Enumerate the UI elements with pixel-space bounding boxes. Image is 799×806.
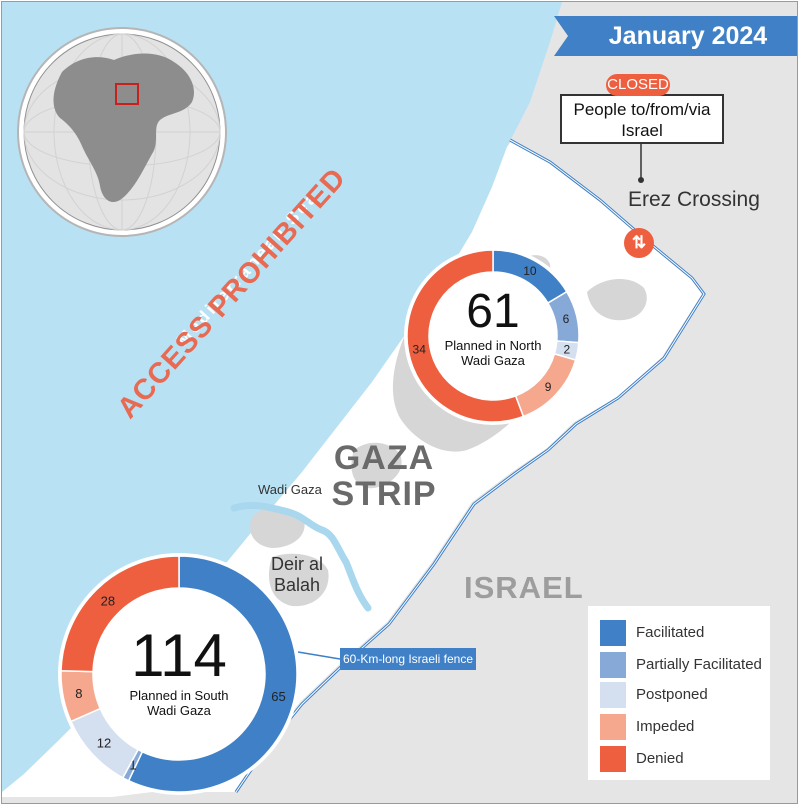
south-donut-value-label: 8 xyxy=(75,686,82,701)
north-planned-label: Planned in North Wadi Gaza xyxy=(444,338,542,368)
south-planned-label: Planned in South Wadi Gaza xyxy=(129,688,229,718)
legend-label: Impeded xyxy=(636,718,695,735)
gaza-strip-label: GAZA STRIP xyxy=(331,439,437,513)
deir-al-balah-label: Deir al Balah xyxy=(270,554,323,595)
date-banner-shape xyxy=(554,16,797,56)
fence-callout-line xyxy=(297,651,341,660)
legend-label: Facilitated xyxy=(636,624,705,641)
closed-status-badge: CLOSED xyxy=(606,74,670,96)
date-label: January 2024 xyxy=(608,22,768,50)
south-donut-value-label: 28 xyxy=(101,593,115,608)
north-donut-chart: 10 6 2 9 34 xyxy=(404,247,582,425)
north-donut-value-label: 10 xyxy=(523,264,537,278)
south-total: 114 xyxy=(131,622,227,689)
south-donut-value-label: 1 xyxy=(129,758,136,773)
legend-label: Postponed xyxy=(636,686,708,703)
globe-continents xyxy=(53,53,194,203)
legend-swatch xyxy=(600,652,626,678)
south-donut-value-label: 65 xyxy=(271,689,285,704)
north-donut-slice-denied xyxy=(406,249,525,423)
north-donut-value-label: 2 xyxy=(563,343,570,357)
south-donut-center: 114 Planned in South Wadi Gaza xyxy=(114,622,244,719)
legend-label: Denied xyxy=(636,750,684,767)
north-donut-value-label: 6 xyxy=(563,312,570,326)
north-donut-value-label: 34 xyxy=(413,343,427,357)
date-banner: January 2024 xyxy=(553,16,789,56)
globe-inset xyxy=(17,27,227,237)
erez-crossing-note: People to/from/via Israel xyxy=(560,94,724,144)
legend-swatch xyxy=(600,620,626,646)
gaza-locator-box xyxy=(115,83,139,105)
legend-swatch xyxy=(600,746,626,772)
crossing-arrows-icon: ⇅ xyxy=(624,228,654,258)
south-donut-slice-facilitated xyxy=(127,555,298,793)
north-donut-background xyxy=(404,247,582,425)
israel-label: ISRAEL xyxy=(464,570,584,605)
erez-crossing-label: Erez Crossing xyxy=(628,188,760,211)
legend: Facilitated Partially Facilitated Postpo… xyxy=(588,606,770,780)
south-donut-chart: 65 1 12 8 28 xyxy=(58,553,300,795)
south-donut-value-label: 12 xyxy=(97,736,111,751)
legend-swatch xyxy=(600,714,626,740)
legend-swatch xyxy=(600,682,626,708)
north-total: 61 xyxy=(466,285,520,338)
north-donut-value-label: 9 xyxy=(545,380,552,394)
south-donut-slice-denied xyxy=(60,555,180,673)
north-donut-center: 61 Planned in North Wadi Gaza xyxy=(434,285,552,369)
wadi-gaza-river xyxy=(230,502,372,612)
fence-label: 60-Km-long Israeli fence xyxy=(340,648,476,670)
legend-label: Partially Facilitated xyxy=(636,656,762,673)
wadi-gaza-label: Wadi Gaza xyxy=(258,482,322,497)
